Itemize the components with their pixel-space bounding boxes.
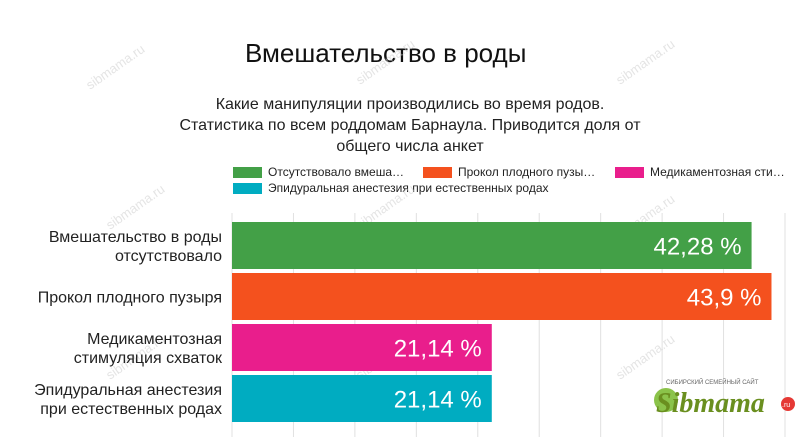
watermark-text: sibmama.ru <box>83 41 147 92</box>
category-label: Эпидуральная анестезия <box>34 382 222 399</box>
bar <box>232 273 772 320</box>
watermark-text: sibmama.ru <box>103 181 167 232</box>
page-title: Вмешательство в роды <box>245 38 527 68</box>
category-label: Медикаментозная <box>87 331 222 348</box>
logo-badge-icon <box>654 388 678 412</box>
category-label: стимуляция схваток <box>74 350 223 367</box>
legend-label: Отсутствовало вмеша… <box>268 165 404 179</box>
legend-item-no-intervention[interactable]: Отсутствовало вмеша… <box>233 165 404 179</box>
logo-name: Sibmama <box>656 388 765 419</box>
logo-tagline: СИБИРСКИЙ СЕМЕЙНЫЙ САЙТ <box>666 378 759 386</box>
bar-value-label: 21,14 % <box>394 387 482 414</box>
bar <box>232 375 492 422</box>
legend-item-stimulation[interactable]: Медикаментозная сти… <box>615 165 785 179</box>
logo-dot-icon <box>781 397 795 411</box>
bar-value-label: 42,28 % <box>653 234 741 261</box>
legend-label: Медикаментозная сти… <box>650 165 785 179</box>
watermark-text: sibmama.ru <box>353 36 417 87</box>
value-labels: 42,28 % 43,9 % 21,14 % 21,14 % <box>394 234 762 414</box>
legend-swatch <box>233 166 262 178</box>
chart-title: Какие манипуляции производились во время… <box>140 94 680 157</box>
logo-suffix: .ru <box>782 402 790 409</box>
legend-swatch <box>233 182 262 194</box>
sibmama-logo: СИБИРСКИЙ СЕМЕЙНЫЙ САЙТ Sibmama .ru <box>654 378 795 419</box>
legend-item-amniotomy[interactable]: Прокол плодного пузы… <box>423 165 595 179</box>
watermark-text: sibmama.ru <box>613 36 677 87</box>
legend-label: Прокол плодного пузы… <box>458 165 596 179</box>
legend-label: Эпидуральная анестезия при естественных … <box>268 181 549 195</box>
chart-title-line: Статистика по всем роддомам Барнаула. Пр… <box>179 117 641 134</box>
bar-value-label: 21,14 % <box>394 336 482 363</box>
bar-value-label: 43,9 % <box>687 285 762 312</box>
category-label: Вмешательство в роды <box>49 229 222 246</box>
legend-item-epidural[interactable]: Эпидуральная анестезия при естественных … <box>233 181 549 195</box>
bar <box>232 222 752 269</box>
category-label: Прокол плодного пузыря <box>38 290 222 307</box>
chart-title-line: Какие манипуляции производились во время… <box>215 96 605 113</box>
legend-swatch <box>615 166 644 178</box>
category-labels: Вмешательство в роды отсутствовало Прокол … <box>34 229 223 418</box>
bars <box>232 222 772 422</box>
category-label: отсутствовало <box>115 248 222 265</box>
bar <box>232 324 492 371</box>
legend-swatch <box>423 166 452 178</box>
chart-title-line: общего числа анкет <box>336 138 484 155</box>
category-label: при естественных родах <box>40 401 222 418</box>
